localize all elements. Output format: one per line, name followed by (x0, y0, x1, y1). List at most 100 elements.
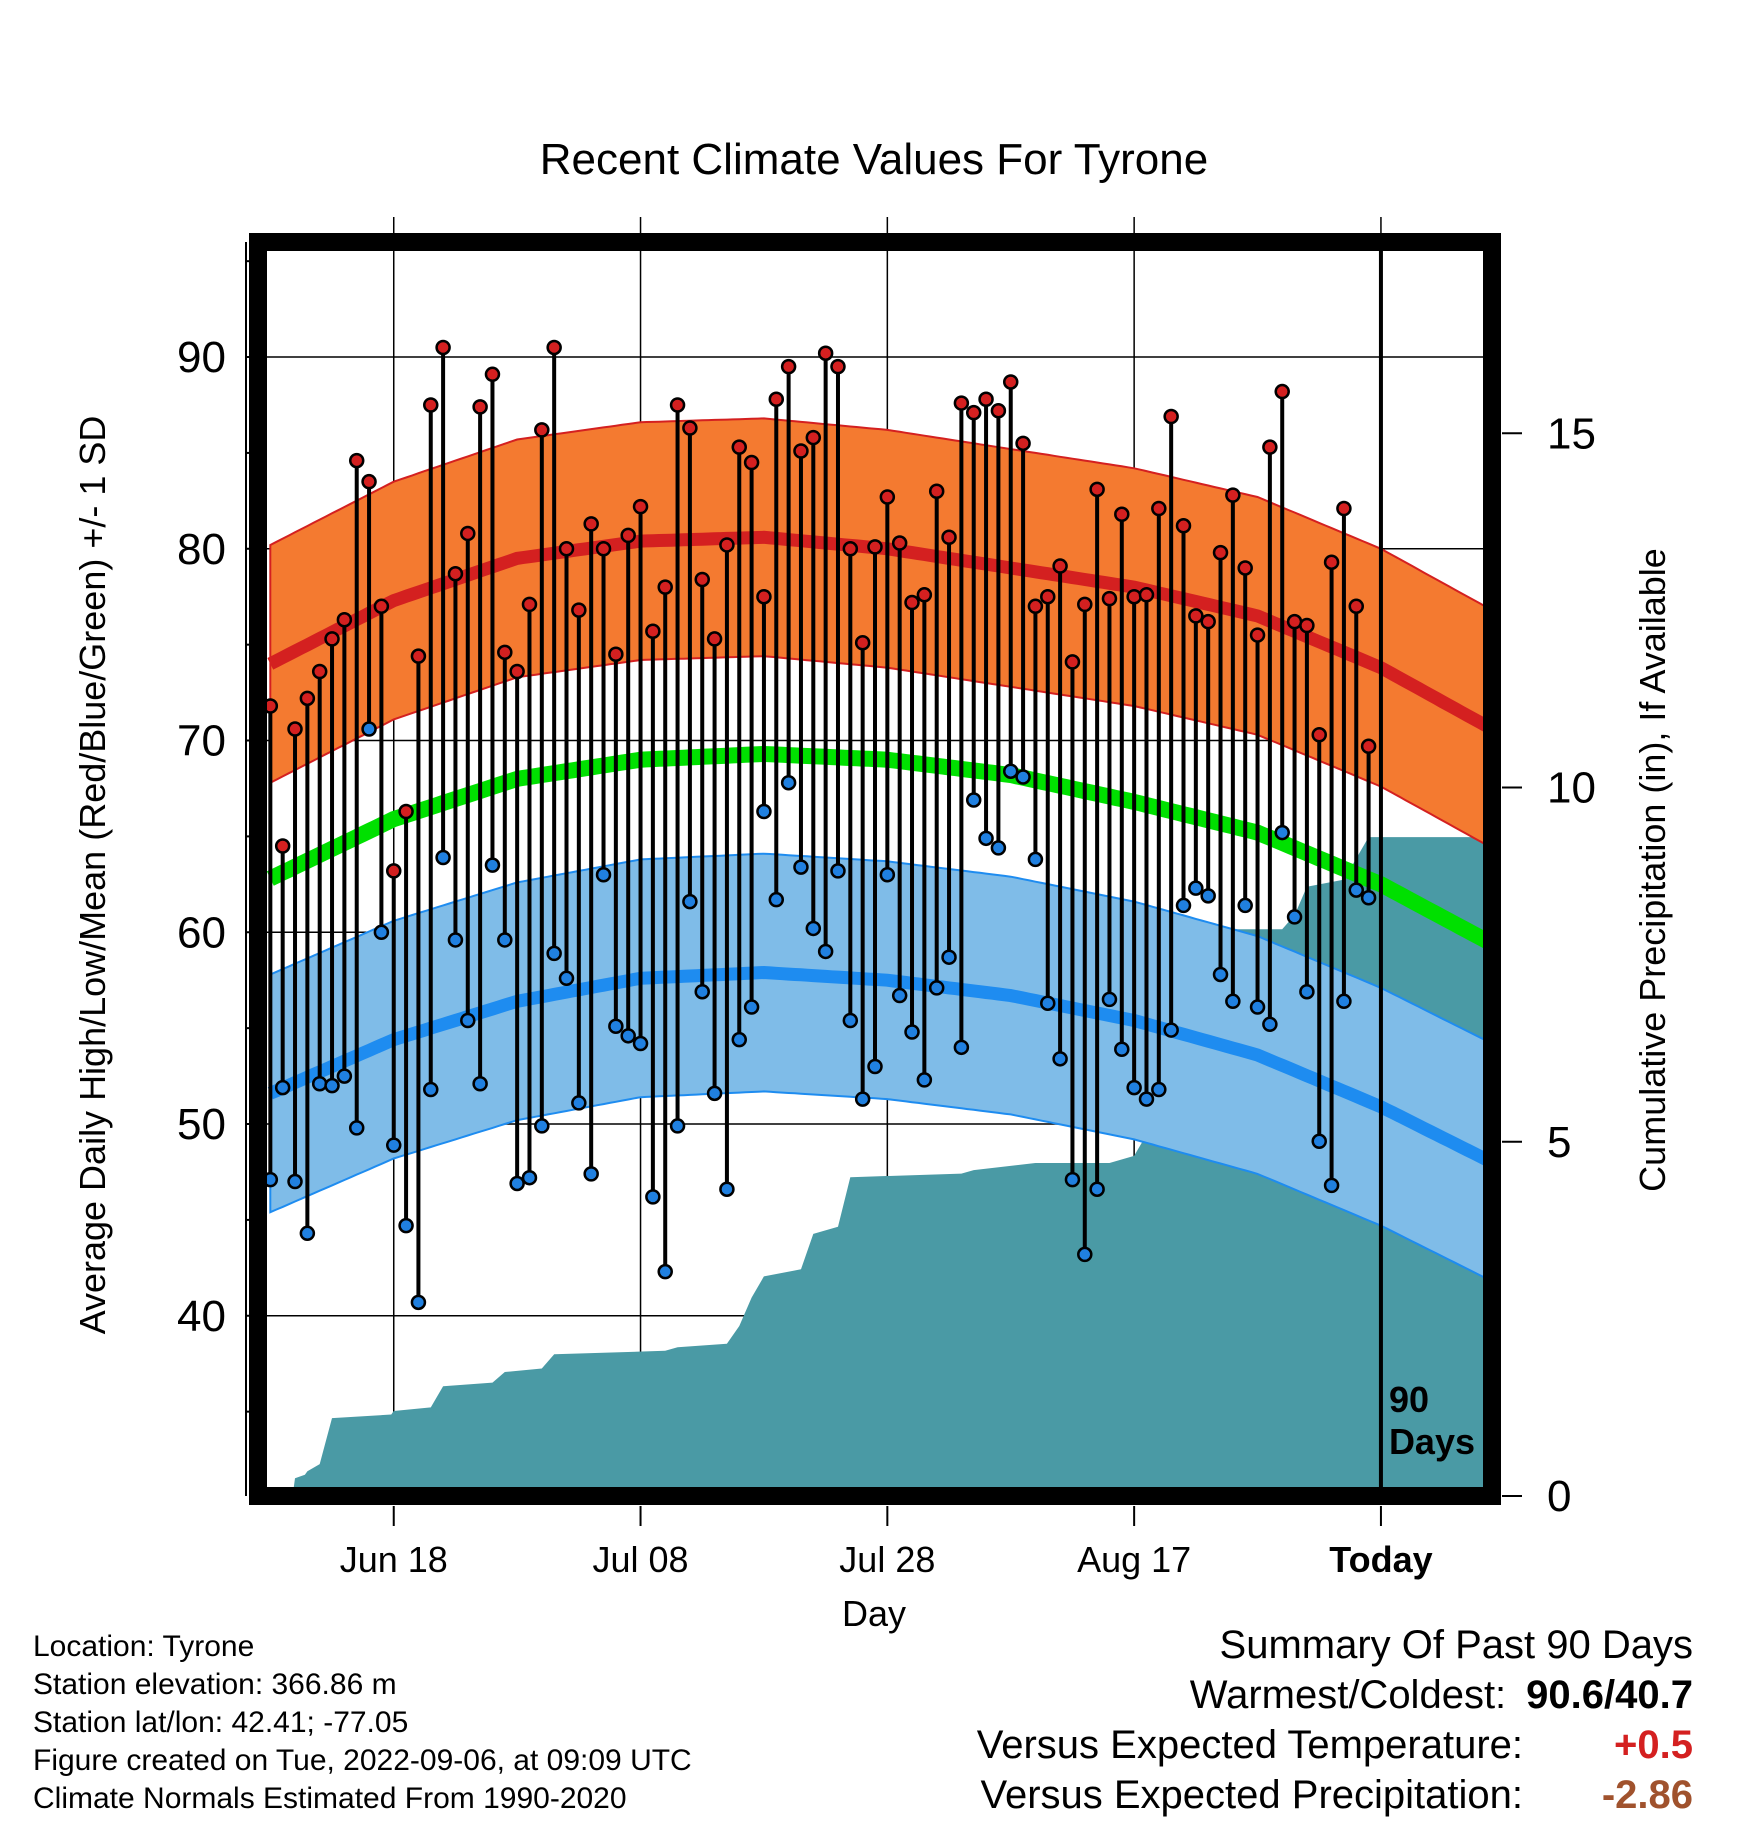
low-point (1101, 991, 1118, 1008)
x-axis-label: Day (842, 1593, 906, 1634)
low-point (509, 1175, 525, 1192)
high-point (348, 452, 365, 469)
low-point (410, 1294, 427, 1311)
today-marker-line: 90 (1389, 1379, 1429, 1420)
high-point (682, 420, 698, 436)
elevation-text: Station elevation: 366.86 m (33, 1668, 397, 1701)
high-point (706, 631, 723, 647)
high-point (657, 579, 673, 595)
low-point (336, 1068, 353, 1084)
low-point (1002, 763, 1019, 779)
high-point (324, 631, 340, 647)
low-point (1040, 995, 1056, 1011)
y2-tick-label: 15 (1547, 409, 1596, 458)
high-point (1262, 439, 1278, 455)
low-point (1200, 888, 1216, 904)
high-point (571, 602, 587, 618)
high-point (879, 489, 896, 505)
y-tick-label: 50 (177, 1100, 226, 1149)
high-point (361, 473, 377, 490)
high-point (398, 803, 414, 820)
low-point (978, 830, 994, 847)
precip-area (282, 837, 1493, 1496)
high-point (1237, 560, 1253, 576)
low-point (1323, 1177, 1340, 1194)
low-point (287, 1173, 303, 1190)
low-point (780, 774, 797, 791)
low-point (558, 970, 575, 987)
low-point (497, 932, 513, 948)
precip-label: Versus Expected Precipitation: (980, 1773, 1523, 1817)
frame-border (249, 233, 1501, 1505)
low-point (608, 1018, 624, 1034)
high-point (385, 863, 402, 879)
low-point (521, 1169, 538, 1186)
high-point (546, 339, 562, 356)
low-point (348, 1120, 365, 1136)
y2-tick-label: 10 (1547, 764, 1596, 813)
low-point (1225, 993, 1241, 1010)
low-point (879, 867, 896, 883)
low-point (1077, 1246, 1093, 1263)
low-point (965, 792, 982, 808)
low-point (311, 1076, 328, 1092)
high-point (805, 429, 822, 446)
low-point (1311, 1133, 1327, 1150)
low-point (941, 949, 957, 965)
high-point (1348, 598, 1365, 615)
high-point (1212, 544, 1229, 561)
low-point (928, 980, 945, 996)
low-point (817, 943, 834, 960)
low-point (669, 1118, 686, 1134)
axes: 40 50 60 70 80 90 0 5 10 15 Jun 18 Jul 08 Jul 28 Aug … (177, 242, 1596, 1580)
low-point (620, 1028, 636, 1044)
latlon-text: Station lat/lon: 42.41; -77.05 (33, 1706, 409, 1739)
low-point (904, 1024, 920, 1040)
summary-title: Summary Of Past 90 Days (1219, 1623, 1693, 1667)
high-point (1360, 738, 1377, 755)
high-point (953, 395, 970, 411)
y-tick-label: 70 (177, 717, 226, 766)
plot-frame: 90 Days (249, 233, 1501, 1505)
low-point (1126, 1079, 1142, 1096)
warm-cold-value: 90.6/40.7 (1526, 1673, 1693, 1717)
low-point (1064, 1171, 1081, 1188)
high-point (1274, 383, 1290, 400)
x-tick-label: Aug 17 (1077, 1539, 1191, 1580)
high-point (1151, 500, 1167, 517)
high-point (447, 565, 464, 582)
high-point (731, 439, 748, 455)
high-point (1114, 506, 1130, 523)
summary-panel: Summary Of Past 90 Days Warmest/Coldest:… (977, 1620, 1693, 1820)
low-point (867, 1058, 883, 1075)
low-point (1138, 1091, 1155, 1107)
x-tick-label: Jul 28 (839, 1539, 935, 1580)
high-point (373, 598, 390, 615)
low-point (645, 1189, 661, 1205)
y-tick-label: 60 (177, 908, 226, 957)
station-info: Location: Tyrone Station elevation: 366.… (33, 1628, 692, 1818)
high-point (990, 402, 1007, 419)
precip-row: Versus Expected Precipitation: -2.86 (977, 1770, 1693, 1820)
high-point (941, 529, 957, 546)
low-point (1052, 1051, 1068, 1067)
high-point (842, 541, 859, 557)
low-point (484, 857, 501, 873)
high-point (460, 525, 476, 542)
high-point (830, 358, 846, 375)
low-point (472, 1076, 488, 1092)
low-point (1249, 999, 1266, 1015)
low-point (361, 721, 377, 737)
high-point (1064, 654, 1081, 670)
high-point (521, 596, 538, 613)
low-point (657, 1263, 673, 1280)
high-point (916, 587, 933, 603)
low-point (793, 859, 809, 875)
low-point (1274, 824, 1290, 841)
x-tick-label: Jul 08 (593, 1539, 689, 1580)
low-point (1163, 1022, 1179, 1038)
temp-row: Versus Expected Temperature: +0.5 (977, 1720, 1693, 1770)
high-point (1052, 558, 1068, 574)
high-point (497, 644, 513, 661)
